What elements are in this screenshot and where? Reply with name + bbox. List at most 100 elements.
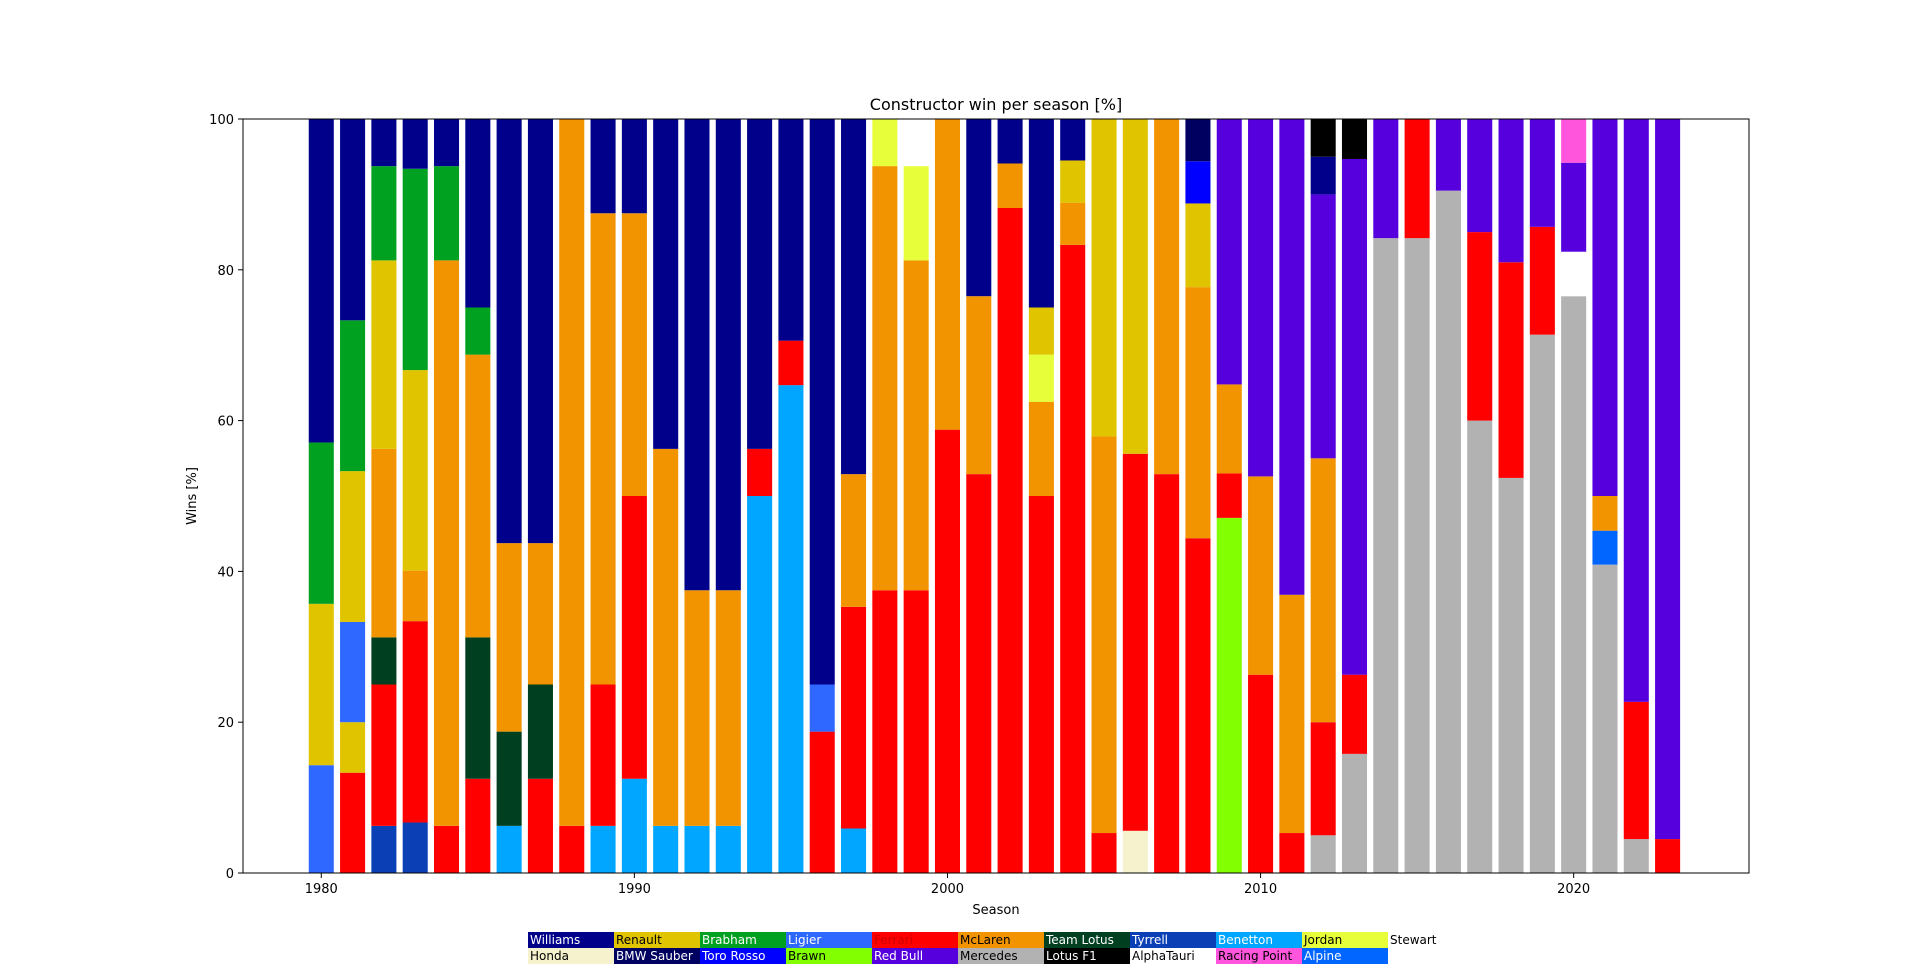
- bar-segment-2023-red-bull: [1655, 119, 1681, 840]
- bar-segment-2019-ferrari: [1529, 226, 1555, 335]
- bar-segment-2006-ferrari: [1122, 453, 1148, 831]
- bar-segment-2009-mclaren: [1216, 384, 1242, 474]
- bar-segment-1995-benetton: [778, 385, 804, 873]
- bar-segment-1981-brabham: [340, 320, 366, 472]
- legend-entry-jordan: Jordan: [1302, 932, 1388, 948]
- bar-segment-1981-williams: [340, 119, 366, 321]
- bar-segment-1980-ligier: [308, 765, 334, 873]
- bar-segment-2019-red-bull: [1529, 119, 1555, 227]
- bar-segment-1984-brabham: [433, 166, 460, 261]
- legend-entry-williams: Williams: [528, 932, 614, 948]
- y-tick-label-60: 60: [217, 415, 234, 430]
- bar-segment-2018-red-bull: [1498, 119, 1524, 263]
- bar-segment-2002-ferrari: [997, 207, 1023, 874]
- bar-segment-1987-ferrari: [527, 778, 553, 873]
- bar-segment-2013-mercedes: [1341, 753, 1368, 873]
- legend-entry-benetton: Benetton: [1216, 932, 1302, 948]
- bar-segment-1996-williams: [809, 119, 835, 685]
- bar-segment-2001-mclaren: [966, 296, 992, 475]
- bar-segment-1986-benetton: [496, 825, 522, 873]
- x-tick-label-1980: 1980: [305, 882, 338, 897]
- legend-entry-brawn: Brawn: [786, 948, 872, 964]
- bar-segment-1999-jordan: [903, 166, 929, 261]
- bar-segment-1981-renault: [340, 471, 366, 622]
- bar-segment-2003-jordan: [1028, 354, 1054, 402]
- x-axis-label: Season: [972, 903, 1019, 918]
- chart-legend: Williams Renault Brabham Ligier Ferrari McLar…: [528, 932, 1474, 964]
- x-tick-label-2000: 2000: [931, 882, 964, 897]
- bar-segment-1980-renault: [308, 603, 334, 766]
- bar-segment-1991-benetton: [653, 825, 679, 873]
- bar-segment-2017-ferrari: [1467, 232, 1493, 421]
- bar-segment-2016-red-bull: [1435, 119, 1461, 191]
- bar-segment-1987-mclaren: [527, 543, 553, 685]
- bar-segment-1995-ferrari: [778, 340, 804, 386]
- bar-segment-2014-red-bull: [1373, 119, 1399, 239]
- bar-segment-2008-bmw-sauber: [1185, 119, 1211, 162]
- bar-segment-1983-tyrrell: [402, 822, 428, 873]
- bar-segment-2017-mercedes: [1467, 420, 1493, 873]
- bar-segment-1991-williams: [653, 119, 679, 449]
- x-tick-label-1990: 1990: [618, 882, 651, 897]
- bar-segment-2019-mercedes: [1529, 334, 1555, 873]
- bar-segment-2012-mercedes: [1310, 835, 1336, 873]
- bar-segment-2004-williams: [1060, 119, 1086, 161]
- bar-segment-2012-williams: [1310, 156, 1336, 195]
- bar-segment-1981-renault: [340, 722, 366, 773]
- bar-segment-2011-mclaren: [1279, 594, 1305, 834]
- bar-segment-1986-mclaren: [496, 543, 522, 732]
- bar-segment-1999-stewart: [903, 119, 929, 167]
- y-tick-label-80: 80: [217, 264, 234, 279]
- y-tick-label-100: 100: [209, 113, 234, 128]
- legend-entry-mclaren: McLaren: [958, 932, 1044, 948]
- bar-segment-1982-tyrrell: [371, 825, 397, 873]
- bar-segment-2015-ferrari: [1404, 119, 1430, 239]
- legend-entry-stewart: Stewart: [1388, 932, 1474, 948]
- bar-segment-1997-mclaren: [841, 474, 867, 607]
- bar-segment-1985-mclaren: [465, 354, 491, 638]
- bar-segment-2021-mclaren: [1592, 496, 1618, 531]
- bar-segment-2000-ferrari: [934, 429, 960, 873]
- bar-segment-1985-brabham: [465, 307, 491, 355]
- bar-segment-1982-mclaren: [371, 448, 397, 638]
- bar-segment-2011-ferrari: [1279, 833, 1305, 873]
- bar-segment-2008-toro-rosso: [1185, 161, 1211, 204]
- bar-segment-1989-williams: [590, 119, 616, 214]
- bar-segment-2003-williams: [1028, 119, 1054, 308]
- legend-entry-bmw-sauber: BMW Sauber: [614, 948, 700, 964]
- bar-segment-1988-ferrari: [559, 825, 585, 873]
- bar-segment-2015-mercedes: [1404, 238, 1430, 873]
- bar-segment-1982-ferrari: [371, 684, 397, 826]
- legend-entry-renault: Renault: [614, 932, 700, 948]
- legend-row: Honda BMW Sauber Toro Rosso Brawn Red Bull Me…: [528, 948, 1474, 964]
- bar-segment-2001-williams: [966, 119, 992, 297]
- legend-entry-lotus-f1: Lotus F1: [1044, 948, 1130, 964]
- bar-segment-2002-williams: [997, 119, 1023, 164]
- bar-segment-2003-ferrari: [1028, 496, 1054, 873]
- bar-segment-1990-benetton: [621, 778, 647, 873]
- bar-segment-1992-mclaren: [684, 590, 710, 826]
- x-tick-label-2010: 2010: [1244, 882, 1277, 897]
- bar-segment-2009-red-bull: [1216, 119, 1242, 385]
- bar-segment-1982-renault: [371, 260, 397, 449]
- bar-segment-2005-ferrari: [1091, 833, 1117, 873]
- bar-segment-1996-ligier: [809, 684, 835, 732]
- bar-segment-1990-ferrari: [621, 496, 647, 779]
- bar-segment-2002-mclaren: [997, 163, 1023, 208]
- bar-segment-2021-alpine: [1592, 530, 1618, 565]
- bar-segment-2016-mercedes: [1435, 190, 1461, 873]
- bar-segment-2004-mclaren: [1060, 202, 1086, 245]
- bar-segment-1991-mclaren: [653, 448, 679, 826]
- bar-segment-2020-red-bull: [1561, 162, 1587, 252]
- bar-segment-2003-renault: [1028, 307, 1054, 355]
- bar-segment-1997-benetton: [841, 828, 867, 873]
- bar-segment-1993-williams: [715, 119, 741, 591]
- legend-entry-alphatauri: AlphaTauri: [1130, 948, 1216, 964]
- legend-entry-tyrrell: Tyrrell: [1130, 932, 1216, 948]
- bar-segment-2020-alphatauri: [1561, 251, 1587, 297]
- bar-segment-1984-ferrari: [433, 825, 460, 873]
- bar-segment-2010-red-bull: [1248, 119, 1274, 477]
- bar-segment-1992-williams: [684, 119, 710, 591]
- bar-segment-2014-mercedes: [1373, 238, 1399, 873]
